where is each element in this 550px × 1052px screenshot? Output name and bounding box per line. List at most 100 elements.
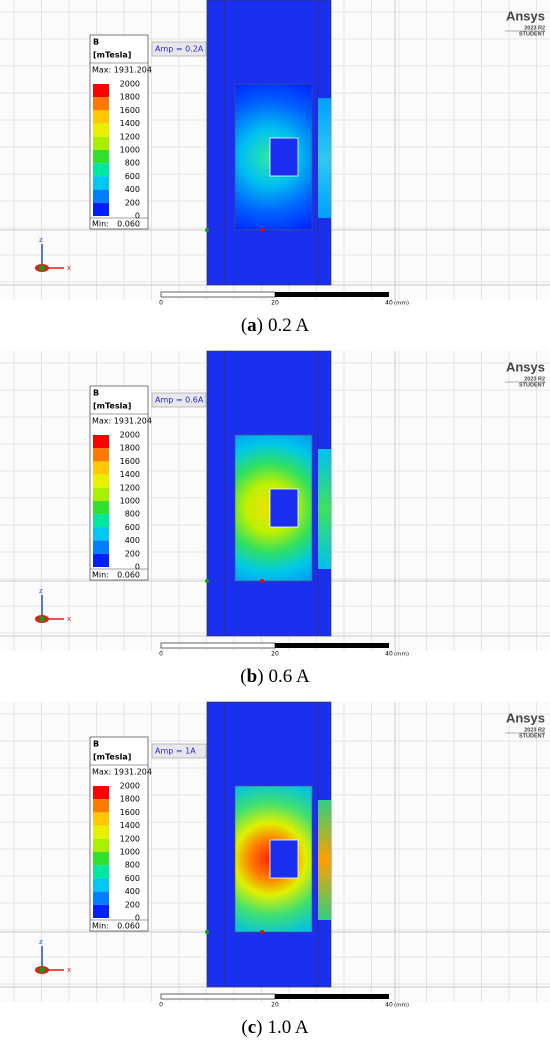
legend-swatch: [93, 97, 109, 111]
legend-level: 800: [125, 510, 140, 519]
scale-black: [275, 292, 389, 297]
caption-letter: b: [247, 666, 258, 687]
legend-swatch: [93, 136, 109, 150]
legend-swatch: [93, 904, 109, 918]
scale-unit: (mm): [394, 1003, 409, 1009]
legend-swatch: [93, 878, 109, 892]
side-strip: [318, 800, 331, 920]
legend-swatch: [93, 540, 109, 554]
legend-title: B: [93, 740, 99, 749]
legend-swatch: [93, 435, 109, 449]
legend-level: 1200: [120, 483, 140, 492]
scale-white: [160, 642, 276, 649]
legend-level: 1400: [120, 119, 140, 128]
scale-white: [160, 291, 276, 298]
scale-white: [160, 993, 276, 1000]
caption-close: ): [257, 666, 263, 687]
caption-close: ): [256, 1017, 262, 1038]
legend-level: 800: [125, 861, 140, 870]
caption: (a) 0.2 A: [241, 315, 310, 336]
scale-black: [275, 994, 389, 999]
legend-swatch: [93, 461, 109, 475]
legend-level: 2000: [120, 80, 140, 89]
caption: (c) 1.0 A: [241, 1017, 309, 1038]
pole-gap: [269, 488, 299, 528]
legend-swatch: [93, 852, 109, 866]
panel: B[mTesla]Max: 1931.204200018001600140012…: [0, 0, 550, 336]
legend-level: 200: [125, 198, 140, 207]
legend-swatch: [93, 501, 109, 515]
logo-version: 2023 R2: [524, 376, 545, 382]
panel: B[mTesla]Max: 1931.204200018001600140012…: [0, 701, 550, 1038]
legend-max: Max: 1931.204: [92, 768, 152, 777]
legend-swatch: [93, 474, 109, 488]
amp-box: [151, 743, 207, 759]
legend-min-value: 0.060: [117, 220, 140, 229]
legend-level: 1200: [120, 834, 140, 843]
legend-swatch: [93, 202, 109, 216]
axis-z-label: z: [39, 938, 43, 946]
panel: B[mTesla]Max: 1931.204200018001600140012…: [0, 350, 550, 687]
legend-swatch: [93, 487, 109, 501]
legend-max: Max: 1931.204: [92, 417, 152, 426]
legend-min-value: 0.060: [117, 571, 140, 580]
legend-min-label: Min:: [92, 220, 109, 229]
legend-level: 400: [125, 536, 140, 545]
caption-text: 0.6 A: [269, 666, 310, 687]
axis-origin: [39, 616, 45, 622]
logo-edition: STUDENT: [519, 31, 546, 37]
legend-level: 0: [135, 563, 140, 572]
scale-label: 40: [385, 651, 393, 658]
marker: [260, 579, 264, 583]
logo-version: 2023 R2: [524, 727, 545, 733]
legend-level: 1800: [120, 93, 140, 102]
legend-level: 1000: [120, 497, 140, 506]
amp-label: Amp = 1A: [155, 747, 196, 756]
legend-level: 1600: [120, 457, 140, 466]
amp-box: [151, 41, 207, 57]
legend-level: 1400: [120, 821, 140, 830]
legend-level: 400: [125, 887, 140, 896]
marker: [260, 228, 264, 232]
logo-name: Ansys: [506, 710, 545, 725]
marker: [205, 579, 209, 583]
legend-level: 1400: [120, 470, 140, 479]
legend-level: 600: [125, 874, 140, 883]
amp-label: Amp = 0.2A: [155, 45, 204, 54]
legend-swatch: [93, 189, 109, 203]
legend-level: 2000: [120, 431, 140, 440]
legend-level: 800: [125, 159, 140, 168]
scale-label: 0: [159, 651, 163, 658]
legend-swatch: [93, 527, 109, 541]
legend-swatch: [93, 838, 109, 852]
axis-origin: [39, 967, 45, 973]
axis-z-label: z: [39, 587, 43, 595]
logo-edition: STUDENT: [519, 733, 546, 739]
pole-gap: [269, 839, 299, 879]
legend-swatch: [93, 865, 109, 879]
scale-label: 0: [159, 1002, 163, 1009]
legend-swatch: [93, 84, 109, 98]
legend-swatch: [93, 123, 109, 137]
scale-label: 20: [271, 300, 279, 307]
legend-level: 0: [135, 914, 140, 923]
caption-open: (: [241, 1017, 247, 1038]
legend-min-label: Min:: [92, 571, 109, 580]
scale-label: 20: [271, 1002, 279, 1009]
legend-unit: [mTesla]: [93, 51, 131, 60]
legend-swatch: [93, 799, 109, 813]
caption: (b) 0.6 A: [240, 666, 310, 687]
legend-title: B: [93, 38, 99, 47]
caption-text: 0.2 A: [268, 315, 309, 336]
legend-swatch: [93, 812, 109, 826]
legend-swatch: [93, 825, 109, 839]
scale-label: 40: [385, 1002, 393, 1009]
axis-x-label: x: [67, 615, 71, 623]
amp-label: Amp = 0.6A: [155, 396, 204, 405]
axis-z-label: z: [39, 236, 43, 244]
legend-level: 0: [135, 212, 140, 221]
marker: [205, 228, 209, 232]
legend-level: 1000: [120, 146, 140, 155]
legend-unit: [mTesla]: [93, 402, 131, 411]
